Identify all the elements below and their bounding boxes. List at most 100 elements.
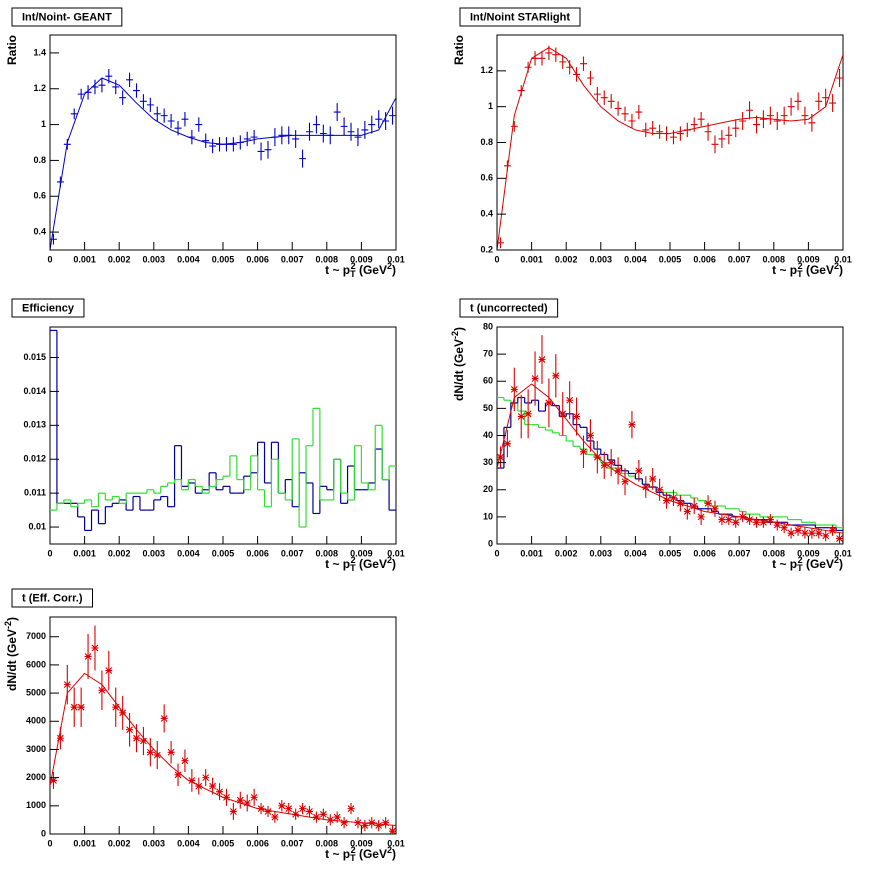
data-point (517, 394, 525, 439)
y-tick-label: 30 (483, 457, 493, 467)
x-tick-label: 0 (47, 838, 52, 848)
data-point (836, 533, 843, 544)
data-point (766, 106, 774, 125)
data-point (718, 129, 726, 148)
y-tick-label: 0.8 (480, 137, 493, 147)
data-point (566, 381, 574, 420)
data-point (524, 389, 532, 439)
y-tick-label: 0.014 (23, 386, 46, 396)
label-part: -2 (3, 621, 13, 629)
label-part: t ~ p (772, 263, 797, 277)
x-tick-label: 0.003 (590, 254, 613, 264)
y-tick-label: 0.012 (23, 454, 46, 464)
data-point (503, 430, 511, 458)
data-point (56, 726, 64, 750)
y-tick-label: 70 (483, 349, 493, 359)
data-point (188, 769, 196, 792)
data-point (670, 489, 677, 507)
title-text: t (uncorrected) (470, 302, 548, 314)
y-tick-label: 20 (483, 484, 493, 494)
y-tick-label: 0.015 (23, 352, 46, 362)
x-tick-label: 0.008 (763, 254, 786, 264)
data-point (766, 514, 774, 526)
data-point (368, 817, 376, 829)
data-point (510, 367, 518, 412)
data-point (649, 121, 657, 136)
data-point (559, 392, 567, 436)
data-point (98, 670, 106, 710)
data-point (181, 112, 189, 127)
label-part: T (350, 853, 356, 863)
x-tick-label: 0.002 (108, 548, 131, 558)
y-axis-title: dN/dt (GeV-2) (3, 617, 19, 691)
panel: 0 0.001 0.002 0.003 0.004 0.005 0.006 0.007 0.00… (11, 298, 405, 573)
data-point (257, 142, 265, 161)
data-point (354, 128, 362, 147)
data-point (181, 749, 189, 772)
panel: 0 0.001 0.002 0.003 0.004 0.005 0.006 0.007 0.00… (452, 7, 852, 279)
title-box (459, 7, 581, 27)
data-point (704, 495, 712, 512)
y-tick-label: 10 (483, 511, 493, 521)
label-part: ) (392, 263, 396, 277)
data-point (593, 440, 601, 474)
x-tick-label: 0.01 (387, 254, 405, 264)
data-point (160, 704, 168, 733)
data-point (139, 726, 147, 756)
label-part: ) (452, 327, 466, 331)
x-tick-label: 0.001 (520, 548, 543, 558)
data-point (732, 516, 740, 528)
data-point (174, 763, 182, 787)
x-tick-label: 0.002 (555, 254, 578, 264)
data-point (545, 378, 553, 428)
data-point (50, 233, 57, 245)
data-point (70, 108, 78, 120)
data-point (375, 110, 383, 129)
x-tick-label: 0.004 (177, 254, 200, 264)
y-axis-title: dN/dt (GeV-2) (450, 327, 466, 401)
x-tick-label: 0.006 (246, 838, 269, 848)
label-part: t ~ p (325, 847, 350, 861)
y-tick-label: 60 (483, 376, 493, 386)
data-point (250, 788, 258, 806)
data-point (718, 514, 726, 526)
data-point (126, 72, 134, 87)
data-point (580, 56, 587, 71)
x-tick-label: 0.008 (316, 254, 339, 264)
panel: 0 0.001 0.002 0.003 0.004 0.005 0.006 0.007 0.00… (450, 298, 852, 573)
data-point (312, 115, 320, 134)
label-part: 2 (351, 845, 356, 855)
label-part: dN/dt (GeV (5, 629, 19, 691)
x-tick-label: 0.007 (728, 254, 751, 264)
data-point (264, 140, 272, 159)
data-point (739, 112, 747, 130)
x-tick-label: 0.009 (797, 254, 820, 264)
data-point (746, 101, 754, 120)
data-point (635, 104, 643, 120)
label-part: T (797, 563, 803, 573)
plot-area (50, 625, 396, 834)
title-text: t (Eff. Corr.) (22, 592, 83, 604)
x-tick-label: 0.01 (834, 254, 852, 264)
x-tick-label: 0.003 (590, 548, 613, 558)
plot-area (497, 335, 843, 544)
data-point (607, 94, 615, 109)
label-part: 2 (387, 261, 392, 271)
y-tick-label: 0.2 (480, 244, 493, 254)
y-axis-title: Ratio (5, 35, 19, 65)
x-tick-label: 0.004 (177, 548, 200, 558)
data-point (77, 88, 85, 100)
data-point (382, 817, 390, 829)
y-tick-label: 7000 (26, 631, 46, 641)
x-tick-label: 0.009 (797, 548, 820, 558)
x-tick-label: 0.01 (834, 548, 852, 558)
data-point (84, 633, 92, 679)
x-tick-label: 0.005 (212, 548, 235, 558)
x-tick-label: 0.005 (212, 254, 235, 264)
data-point (593, 86, 601, 102)
data-point (264, 805, 272, 818)
panel-title: t (Eff. Corr.) (11, 588, 93, 608)
data-point (600, 90, 608, 105)
x-tick-label: 0 (494, 548, 499, 558)
data-point (753, 115, 760, 134)
